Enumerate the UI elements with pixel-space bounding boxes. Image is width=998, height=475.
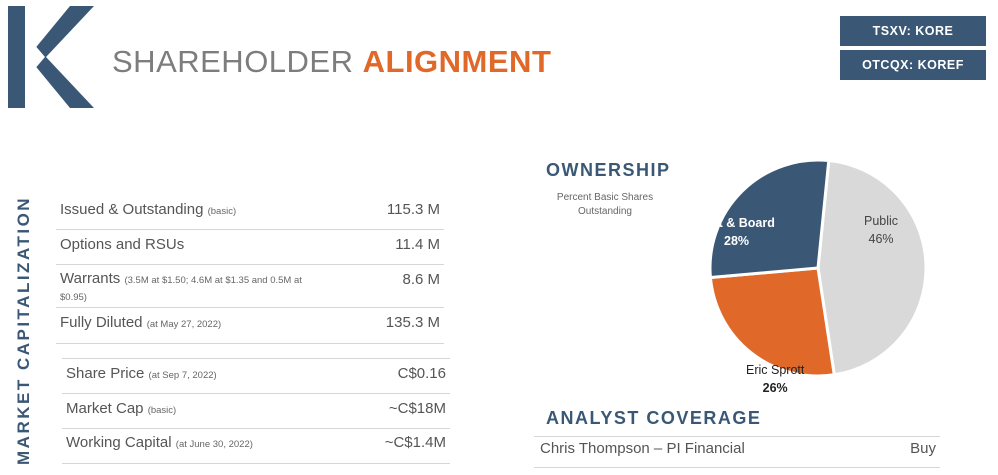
cap-row-label: Fully Diluted (at May 27, 2022) bbox=[60, 314, 222, 331]
market-capitalization-label: MARKET CAPITALIZATION bbox=[14, 195, 33, 465]
market-row-label: Share Price (at Sep 7, 2022) bbox=[66, 365, 217, 382]
cap-row-options: Options and RSUs 11.4 M bbox=[60, 236, 440, 253]
cap-row-label: Issued & Outstanding (basic) bbox=[60, 201, 237, 218]
analyst-row: Chris Thompson – PI Financial Buy bbox=[536, 440, 940, 457]
market-row-market-cap: Market Cap (basic) ~C$18M bbox=[66, 400, 446, 417]
pie-label-value: 46% bbox=[868, 232, 894, 246]
ticker-tsxv: TSXV: KORE bbox=[840, 16, 986, 46]
market-row-value: C$0.16 bbox=[397, 365, 446, 382]
analyst-rating: Buy bbox=[910, 440, 936, 457]
page-title-bold: ALIGNMENT bbox=[362, 44, 552, 79]
pie-label-management-board: nt & Board 28% bbox=[711, 214, 775, 250]
pie-label-eric-sprott: Eric Sprott 26% bbox=[746, 361, 804, 397]
cap-row-issued: Issued & Outstanding (basic) 115.3 M bbox=[60, 201, 440, 218]
pie-label-value: 28% bbox=[724, 234, 750, 248]
divider bbox=[56, 307, 444, 308]
cap-row-label: Options and RSUs bbox=[60, 236, 185, 253]
cap-row-warrants: Warrants (3.5M at $1.50; 4.6M at $1.35 a… bbox=[60, 271, 440, 305]
page-title: SHAREHOLDER ALIGNMENT bbox=[112, 44, 551, 80]
pie-label-value: 26% bbox=[762, 381, 788, 395]
divider bbox=[56, 343, 444, 344]
analyst-coverage-title: ANALYST COVERAGE bbox=[546, 408, 762, 428]
ownership-subtitle: Percent Basic Shares Outstanding bbox=[556, 192, 654, 217]
analyst-name: Chris Thompson – PI Financial bbox=[540, 440, 745, 457]
ownership-title: OWNERSHIP bbox=[546, 160, 671, 180]
cap-row-label: Warrants (3.5M at $1.50; 4.6M at $1.35 a… bbox=[60, 270, 302, 303]
divider bbox=[534, 467, 940, 468]
cap-row-value: 8.6 M bbox=[402, 271, 440, 288]
cap-row-value: 115.3 M bbox=[386, 201, 440, 218]
divider bbox=[62, 428, 450, 429]
divider bbox=[56, 264, 444, 265]
market-row-value: ~C$18M bbox=[388, 400, 446, 417]
divider bbox=[62, 393, 450, 394]
market-row-label: Working Capital (at June 30, 2022) bbox=[66, 434, 253, 451]
divider bbox=[56, 229, 444, 230]
pie-slice-eric-sprott bbox=[708, 266, 836, 378]
market-row-label: Market Cap (basic) bbox=[66, 400, 177, 417]
market-row-share-price: Share Price (at Sep 7, 2022) C$0.16 bbox=[66, 365, 446, 382]
divider bbox=[62, 463, 450, 464]
pie-label-name: Public bbox=[864, 214, 899, 228]
pie-label-public: Public 46% bbox=[864, 212, 898, 248]
cap-row-value: 11.4 M bbox=[395, 236, 440, 253]
pie-label-name: nt & Board bbox=[711, 216, 775, 230]
pie-label-name: Eric Sprott bbox=[746, 363, 805, 377]
company-logo bbox=[8, 6, 94, 108]
ticker-otcqx: OTCQX: KOREF bbox=[840, 50, 986, 80]
divider bbox=[534, 436, 940, 437]
market-row-working-capital: Working Capital (at June 30, 2022) ~C$1.… bbox=[66, 434, 446, 451]
cap-row-fully-diluted: Fully Diluted (at May 27, 2022) 135.3 M bbox=[60, 314, 440, 331]
pie-slice-public bbox=[816, 158, 928, 377]
market-row-value: ~C$1.4M bbox=[384, 434, 446, 451]
page-title-light: SHAREHOLDER bbox=[112, 44, 354, 79]
divider bbox=[62, 358, 450, 359]
cap-row-value: 135.3 M bbox=[385, 314, 440, 331]
